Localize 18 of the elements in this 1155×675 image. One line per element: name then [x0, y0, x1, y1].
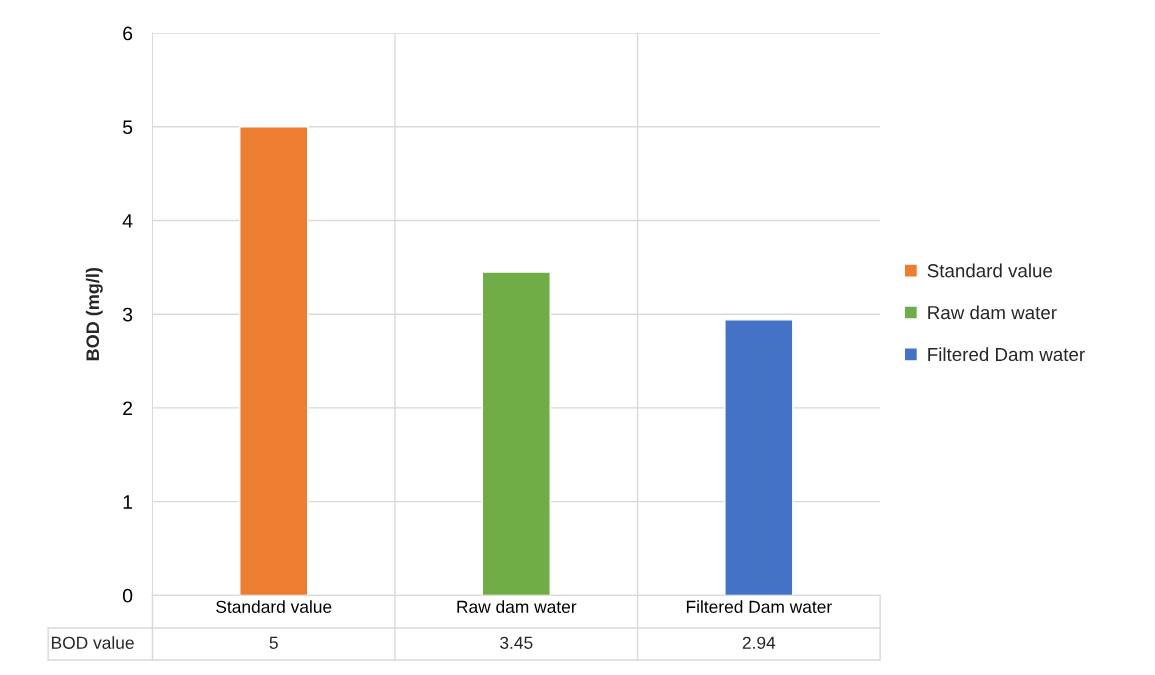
- y-axis-title: BOD (mg/l): [85, 267, 103, 361]
- legend-label: Raw dam water: [928, 305, 1057, 320]
- text: BOD value: [52, 636, 134, 649]
- x-tick-label: Filtered Dam water: [686, 600, 832, 613]
- y-tick-label: 1: [123, 495, 133, 509]
- y-tick-label: 6: [123, 26, 133, 41]
- x-tick-label: Standard value: [216, 600, 332, 613]
- data-label: 5: [269, 636, 278, 649]
- x-tick-label: Raw dam water: [457, 600, 577, 613]
- y-tick-label: 3: [122, 307, 133, 322]
- data-label: 3.45: [500, 636, 533, 649]
- legend-label: Filtered Dam water: [928, 347, 1085, 362]
- y-tick-label: 4: [122, 214, 133, 228]
- legend-label: Standard value: [927, 263, 1053, 278]
- y-tick-label: 5: [122, 120, 133, 135]
- data-label: 2.94: [742, 636, 776, 649]
- y-tick-label: 0: [122, 588, 133, 603]
- y-tick-label: 2: [123, 401, 133, 415]
